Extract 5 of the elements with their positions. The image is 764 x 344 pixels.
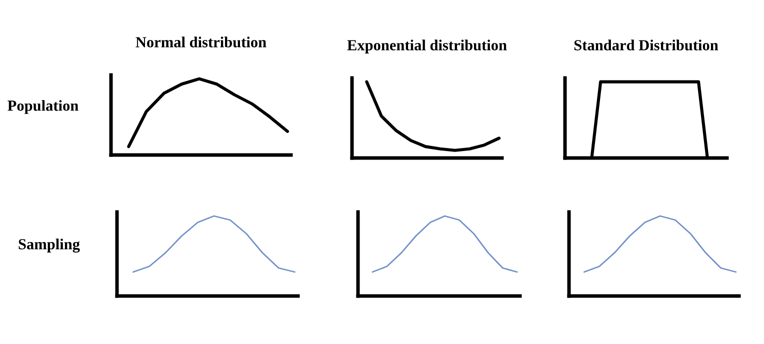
y-axis-title: Sampling	[18, 238, 80, 253]
chart-title: Exponential distribution	[347, 40, 507, 54]
y-axis-title: Population	[8, 100, 78, 114]
chart-title: Standard Distribution	[574, 40, 718, 50]
chart-title: Normal distribution	[136, 36, 266, 48]
